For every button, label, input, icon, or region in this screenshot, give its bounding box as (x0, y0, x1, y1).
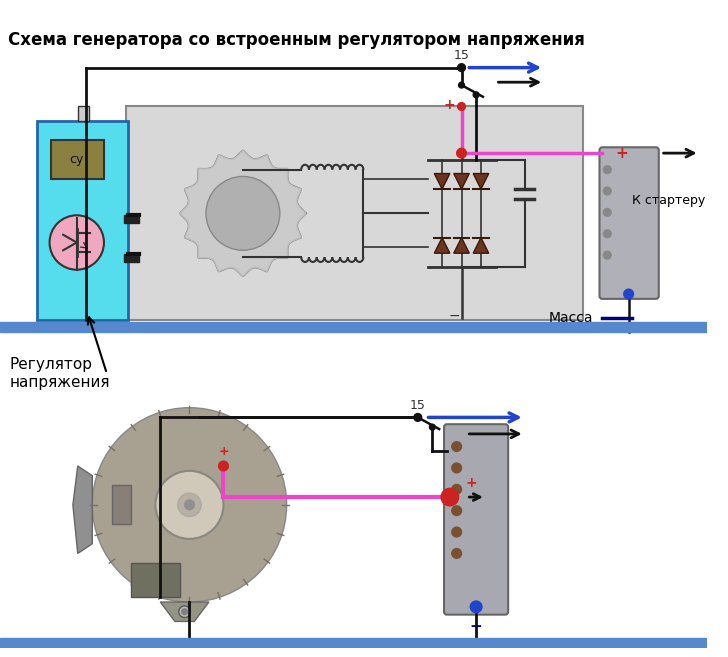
Circle shape (218, 461, 229, 471)
Bar (111, 486, 131, 524)
Polygon shape (454, 238, 470, 253)
Bar (127, 106, 583, 320)
Text: −: − (470, 619, 483, 634)
Circle shape (452, 442, 462, 451)
Circle shape (441, 488, 459, 506)
Text: 15: 15 (410, 399, 426, 412)
Circle shape (179, 606, 191, 618)
Polygon shape (73, 466, 92, 553)
FancyBboxPatch shape (599, 147, 659, 299)
Circle shape (604, 251, 611, 259)
Bar (131, 563, 180, 597)
Circle shape (452, 484, 462, 494)
Circle shape (473, 92, 479, 98)
Bar (0, 638, 708, 648)
Text: Масса: Масса (549, 311, 593, 325)
Circle shape (452, 463, 462, 473)
Circle shape (604, 230, 611, 238)
Bar (37, 121, 128, 320)
Text: +: + (615, 146, 628, 160)
Circle shape (456, 148, 467, 158)
Polygon shape (454, 173, 470, 189)
FancyBboxPatch shape (444, 424, 508, 615)
Circle shape (206, 177, 280, 250)
Circle shape (458, 102, 465, 110)
Circle shape (604, 208, 611, 216)
Text: −: − (449, 308, 461, 323)
Text: су: су (70, 154, 84, 166)
Circle shape (624, 289, 633, 299)
Bar (78, 106, 90, 121)
Circle shape (92, 408, 287, 602)
Circle shape (459, 82, 464, 88)
Polygon shape (435, 173, 450, 189)
Text: К стартеру: К стартеру (632, 194, 705, 207)
Circle shape (458, 64, 465, 72)
Circle shape (470, 601, 482, 613)
Circle shape (452, 527, 462, 537)
Circle shape (604, 166, 611, 173)
Circle shape (452, 549, 462, 558)
Text: Схема генератора со встроенным регулятором напряжения: Схема генератора со встроенным регулятор… (8, 31, 585, 49)
Text: +: + (443, 97, 455, 112)
Circle shape (50, 215, 104, 270)
Bar (124, 254, 139, 262)
Text: +: + (218, 445, 229, 458)
Bar (0, 322, 708, 332)
Text: 15: 15 (454, 49, 470, 62)
Circle shape (430, 424, 435, 430)
Circle shape (414, 413, 422, 421)
Text: Регулятор
напряжения: Регулятор напряжения (9, 357, 110, 390)
Circle shape (178, 493, 201, 516)
Bar (50, 141, 104, 179)
Circle shape (452, 506, 462, 516)
Polygon shape (160, 602, 209, 622)
Circle shape (182, 609, 188, 615)
Text: +: + (465, 476, 477, 489)
Polygon shape (435, 238, 450, 253)
Circle shape (185, 500, 194, 510)
Polygon shape (473, 173, 488, 189)
Circle shape (156, 471, 223, 539)
Circle shape (415, 415, 421, 420)
Bar (124, 215, 139, 223)
Circle shape (604, 187, 611, 195)
Polygon shape (473, 238, 488, 253)
Polygon shape (181, 150, 306, 277)
